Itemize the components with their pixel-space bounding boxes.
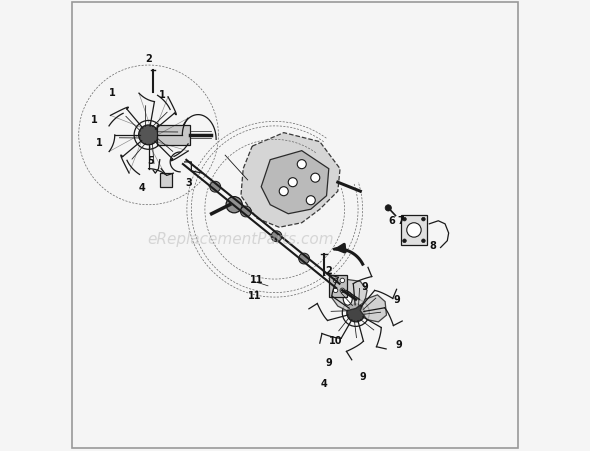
Polygon shape (330, 280, 367, 311)
Text: 9: 9 (326, 358, 332, 368)
Bar (157, 125, 191, 146)
Circle shape (422, 239, 425, 243)
Circle shape (297, 160, 306, 169)
Text: 11: 11 (250, 275, 264, 285)
Bar (401, 215, 427, 246)
Circle shape (241, 207, 251, 217)
Text: 3: 3 (186, 178, 192, 188)
Circle shape (299, 253, 310, 264)
Circle shape (333, 289, 338, 293)
Text: 9: 9 (362, 281, 368, 291)
Text: 1: 1 (159, 90, 165, 100)
Text: 6: 6 (388, 216, 395, 226)
Bar (160, 174, 172, 187)
Text: 2: 2 (145, 54, 152, 64)
Bar (329, 276, 347, 298)
Circle shape (333, 279, 338, 283)
Circle shape (279, 187, 289, 196)
Polygon shape (360, 295, 386, 322)
Polygon shape (241, 133, 340, 228)
Circle shape (385, 205, 391, 212)
Text: 2: 2 (326, 266, 332, 276)
Circle shape (340, 279, 345, 283)
Text: 11: 11 (248, 290, 261, 300)
Circle shape (306, 196, 315, 205)
Text: 4: 4 (139, 182, 145, 192)
Text: 7: 7 (398, 216, 404, 226)
Circle shape (403, 239, 407, 243)
Circle shape (271, 231, 282, 242)
Circle shape (407, 223, 421, 238)
Text: 1: 1 (96, 138, 102, 147)
Circle shape (347, 304, 365, 322)
Circle shape (139, 126, 159, 146)
Ellipse shape (343, 292, 352, 305)
Circle shape (226, 197, 242, 213)
Circle shape (422, 218, 425, 221)
Text: 5: 5 (148, 155, 154, 166)
Text: eReplacementParts.com: eReplacementParts.com (148, 231, 335, 247)
Circle shape (340, 289, 345, 293)
Circle shape (403, 218, 407, 221)
Text: 9: 9 (395, 340, 402, 350)
Text: 10: 10 (329, 335, 342, 345)
Circle shape (311, 174, 320, 183)
Circle shape (210, 182, 221, 193)
Text: 1: 1 (109, 88, 116, 98)
Polygon shape (261, 152, 329, 214)
Text: 8: 8 (429, 241, 436, 251)
Text: 9: 9 (393, 295, 400, 305)
Text: 1: 1 (91, 115, 98, 125)
Text: 4: 4 (321, 378, 327, 388)
Text: 9: 9 (359, 371, 366, 381)
Circle shape (289, 178, 297, 187)
